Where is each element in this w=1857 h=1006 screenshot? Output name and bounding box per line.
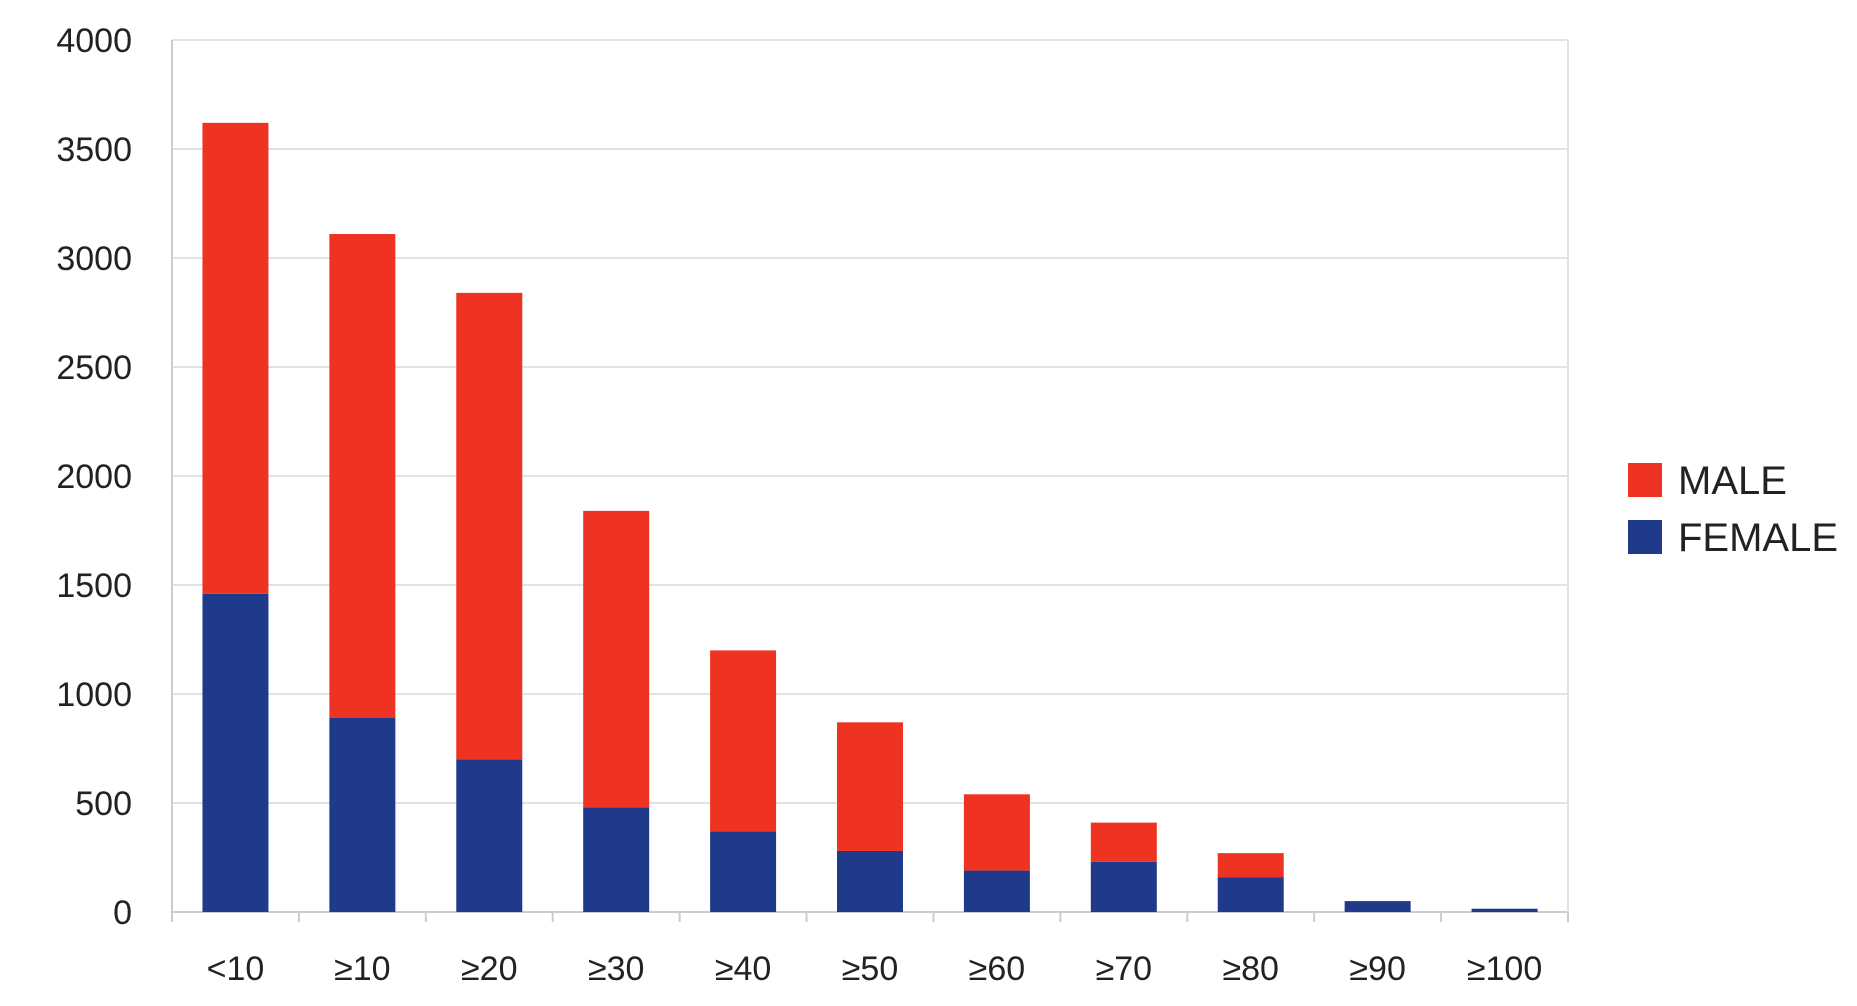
bar-male-0 — [202, 122, 269, 594]
bar-male-3 — [583, 510, 650, 808]
bar-female-10 — [1471, 908, 1538, 912]
bar-female-4 — [710, 831, 777, 912]
x-tick-label: ≥60 — [969, 950, 1025, 988]
bar-female-8 — [1217, 877, 1284, 912]
bar-male-7 — [1090, 822, 1157, 862]
bar-female-3 — [583, 807, 650, 912]
legend-label-male: MALE — [1678, 459, 1787, 503]
y-tick-label: 1500 — [56, 567, 132, 605]
bar-female-2 — [456, 759, 523, 912]
bar-male-8 — [1217, 853, 1284, 878]
y-tick-label: 0 — [113, 894, 132, 932]
y-tick-label: 1000 — [56, 676, 132, 714]
bar-female-5 — [837, 850, 903, 912]
axes — [171, 40, 1569, 922]
bar-male-2 — [456, 292, 523, 760]
x-tick-label: <10 — [207, 950, 265, 988]
bar-female-6 — [963, 870, 1030, 912]
x-tick-label: ≥80 — [1222, 950, 1278, 988]
x-tick-label: ≥10 — [334, 950, 390, 988]
bar-female-9 — [1344, 901, 1411, 912]
bar-male-1 — [329, 234, 396, 718]
x-tick-labels: <10 ≥10 ≥20 ≥30 ≥40 ≥50 ≥60 ≥70 ≥80 ≥90 ≥100 — [207, 950, 1543, 988]
x-tick-label: ≥100 — [1467, 950, 1542, 988]
x-tick-label: ≥70 — [1096, 950, 1152, 988]
y-tick-label: 3500 — [56, 131, 132, 169]
y-tick-label: 3000 — [56, 240, 132, 278]
legend-swatch-female — [1628, 520, 1662, 554]
bar-male-6 — [963, 794, 1030, 871]
x-tick-label: ≥40 — [715, 950, 771, 988]
legend: MALE FEMALE — [1628, 459, 1838, 560]
y-tick-labels: 0 500 1000 1500 2000 2500 3000 3500 4000 — [56, 22, 132, 932]
legend-swatch-male — [1628, 463, 1662, 497]
y-tick-label: 2000 — [56, 458, 132, 496]
x-tick-label: ≥50 — [842, 950, 898, 988]
x-tick-label: ≥30 — [588, 950, 644, 988]
x-tick-label: ≥90 — [1349, 950, 1405, 988]
bar-female-1 — [329, 717, 396, 912]
y-tick-label: 2500 — [56, 349, 132, 387]
y-tick-label: 4000 — [56, 22, 132, 60]
bars — [202, 122, 1538, 912]
bar-female-0 — [202, 593, 269, 912]
y-tick-label: 500 — [75, 785, 132, 823]
legend-label-female: FEMALE — [1678, 516, 1838, 560]
x-tick-label: ≥20 — [461, 950, 517, 988]
grid-lines — [172, 39, 1568, 913]
bar-male-4 — [710, 650, 777, 832]
bar-female-7 — [1090, 861, 1157, 912]
bar-male-5 — [837, 722, 903, 851]
